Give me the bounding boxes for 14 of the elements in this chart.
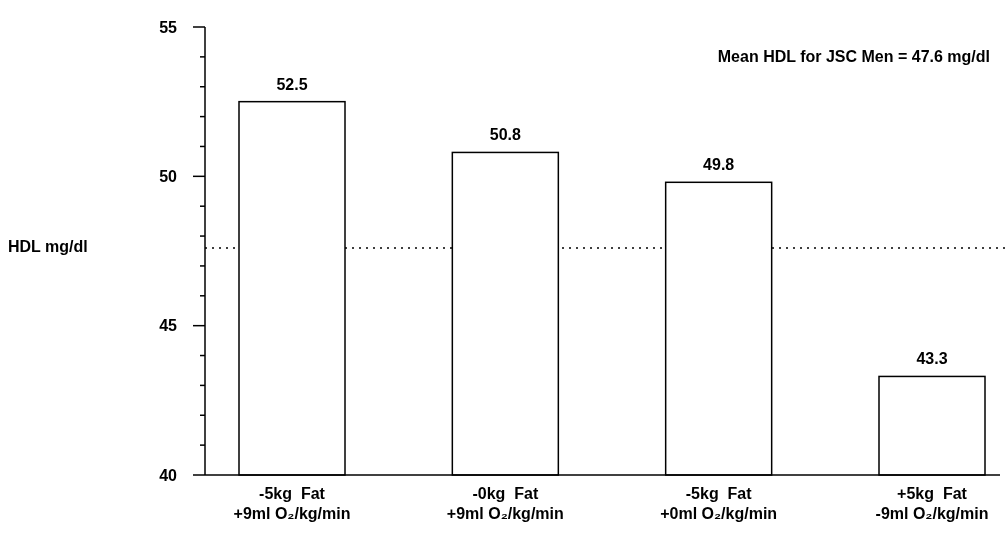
data-label: 43.3: [916, 350, 948, 368]
y-tick-label: 55: [159, 18, 178, 36]
y-tick-label: 45: [159, 317, 178, 335]
ref-line-label: Mean HDL for JSC Men = 47.6 mg/dl: [717, 48, 990, 65]
data-label: 49.8: [703, 156, 735, 174]
x-tick-label: -0kg Fat +9ml O₂/kg/min: [446, 485, 564, 522]
data-label: 50.8: [489, 126, 522, 144]
x-tick-label: -5kg Fat +0ml O₂/kg/min: [660, 485, 778, 522]
y-tick-label: 40: [159, 466, 178, 484]
x-tick-label: -5kg Fat +9ml O₂/kg/min: [233, 485, 351, 522]
y-tick-label: 50: [159, 167, 178, 185]
x-tick-label: +5kg Fat -9ml O₂/kg/min: [875, 485, 989, 522]
data-label: 52.5: [276, 75, 308, 93]
y-axis-title: HDL mg/dl: [8, 238, 88, 255]
